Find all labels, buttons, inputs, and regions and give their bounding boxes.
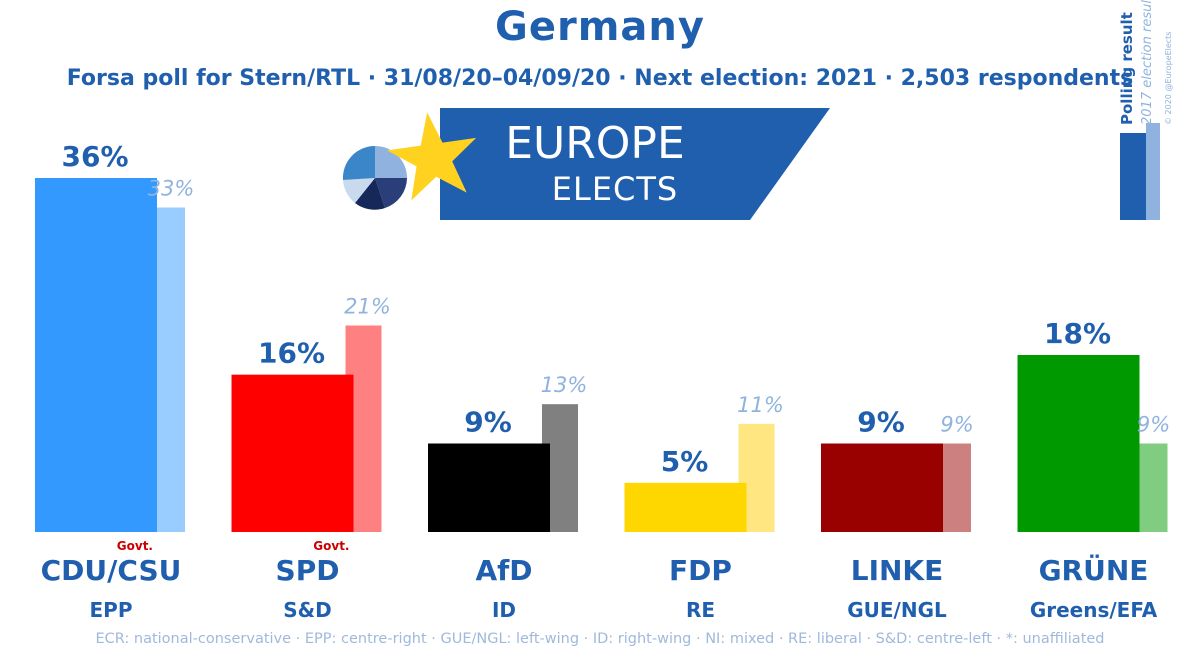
poll-bar [624, 482, 747, 532]
party-name: AfD [475, 554, 532, 587]
poll-bar [231, 374, 354, 532]
govt-marker: Govt. [117, 539, 153, 553]
legend-polling-label: Polling result [1118, 12, 1136, 125]
logo-banner [440, 108, 830, 220]
party-group: GUE/NGL [847, 598, 947, 622]
logo-pie-icon [342, 145, 407, 210]
chart-title: Germany [495, 4, 705, 50]
party-group: ID [492, 598, 516, 622]
poll-bar [428, 443, 550, 532]
prev-value-label: 11% [737, 393, 784, 417]
poll-value-label: 5% [661, 445, 709, 478]
poll-value-label: 9% [857, 406, 905, 439]
poll-value-label: 9% [464, 406, 512, 439]
legend-credit: © 2020 @EuropeElects [1164, 31, 1173, 125]
prev-value-label: 9% [1137, 413, 1170, 437]
party-group: S&D [283, 598, 331, 622]
poll-bar [821, 443, 943, 532]
footer-legend: ECR: national-conservative · EPP: centre… [95, 631, 1105, 647]
party-name: LINKE [851, 554, 944, 587]
europe-elects-logo [342, 108, 830, 220]
prev-value-label: 33% [148, 177, 195, 201]
party-name: CDU/CSU [41, 554, 182, 587]
party-group: RE [686, 598, 715, 622]
prev-value-label: 21% [344, 295, 391, 319]
legend-election-label: 2017 election result [1140, 0, 1155, 125]
chart-subtitle: Forsa poll for Stern/RTL · 31/08/20–04/0… [66, 66, 1134, 91]
logo-star-icon [387, 112, 477, 201]
party-group: EPP [90, 598, 133, 622]
poll-value-label: 16% [258, 337, 325, 370]
party-name: FDP [669, 554, 732, 587]
govt-marker: Govt. [313, 539, 349, 553]
party-group: Greens/EFA [1030, 598, 1158, 622]
poll-bar [35, 178, 157, 532]
logo-text-europe: EUROPE [505, 118, 685, 169]
party-name: GRÜNE [1039, 553, 1149, 587]
poll-bar [1017, 355, 1140, 532]
prev-value-label: 13% [541, 373, 588, 397]
legend-icon [1120, 123, 1160, 220]
party-name: SPD [276, 554, 340, 587]
poll-value-label: 36% [61, 140, 128, 173]
prev-value-label: 9% [940, 413, 973, 437]
poll-value-label: 18% [1044, 317, 1111, 350]
logo-text-elects: ELECTS [551, 170, 679, 208]
